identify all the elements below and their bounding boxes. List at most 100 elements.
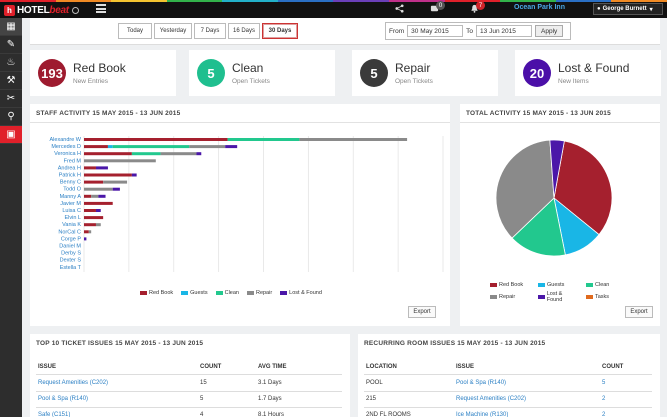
staff-name-label[interactable]: Elvin L <box>64 215 81 221</box>
staff-name-label[interactable]: Daniel M <box>59 244 81 250</box>
legend-item[interactable]: Repair <box>246 290 272 296</box>
bar-segment-red-book[interactable] <box>84 152 132 156</box>
bar-segment-clean[interactable] <box>112 145 190 149</box>
staff-name-label[interactable]: Benny C <box>60 180 81 186</box>
table-cell[interactable]: Pool & Spa (R140) <box>38 396 89 402</box>
bar-segment-repair[interactable] <box>84 159 156 163</box>
bar-segment-repair[interactable] <box>189 145 226 149</box>
staff-name-label[interactable]: Javier M <box>60 201 81 207</box>
staff-name-label[interactable]: NorCal C <box>58 229 81 235</box>
bar-segment-repair[interactable] <box>103 180 128 184</box>
bar-segment-red-book[interactable] <box>84 138 228 141</box>
range-yesterday-button[interactable]: Yesterday <box>154 23 192 39</box>
bar-segment-red-book[interactable] <box>84 194 92 198</box>
hotelbeat-logo[interactable]: h HOTELbeat <box>4 4 79 16</box>
hamburger-menu-icon[interactable] <box>96 4 106 13</box>
share-icon[interactable] <box>395 4 404 15</box>
table-cell[interactable]: Pool & Spa (R140) <box>456 380 507 386</box>
table-cell[interactable]: 5 <box>602 380 606 386</box>
bar-segment-clean[interactable] <box>131 152 161 156</box>
table-header[interactable]: ISSUE <box>38 364 57 370</box>
bar-segment-red-book[interactable] <box>84 173 132 177</box>
table-header[interactable]: COUNT <box>602 364 624 370</box>
range-30-days-button[interactable]: 30 Days <box>262 23 298 39</box>
staff-name-label[interactable]: Veronica H <box>54 151 81 157</box>
bar-segment-repair[interactable] <box>84 187 113 191</box>
stat-card-red-book[interactable]: 193 Red Book New Entries <box>30 50 176 96</box>
from-date-input[interactable]: 30 May 2015 <box>407 25 464 37</box>
hotel-selector[interactable]: Ocean Park Inn <box>514 4 565 11</box>
pie-slice-repair[interactable] <box>495 139 555 239</box>
bar-segment-lost-found[interactable] <box>112 187 120 191</box>
legend-item[interactable]: Clean <box>586 282 626 288</box>
bar-segment-clean[interactable] <box>227 138 300 141</box>
sidebar-logbook-icon[interactable]: ✎ <box>0 36 22 54</box>
legend-item[interactable]: Red Book <box>490 282 530 288</box>
sidebar-dashboard-icon[interactable]: ▦ <box>0 18 22 36</box>
bar-segment-repair[interactable] <box>91 194 99 198</box>
staff-name-label[interactable]: Andrea H <box>58 165 81 171</box>
staff-name-label[interactable]: Derby S <box>61 251 81 257</box>
bar-segment-red-book[interactable] <box>84 180 104 184</box>
bar-segment-red-book[interactable] <box>84 216 104 220</box>
staff-name-label[interactable]: Alexandre W <box>50 137 82 143</box>
table-cell[interactable]: 2 <box>602 412 606 417</box>
staff-name-label[interactable]: Vania K <box>62 222 81 228</box>
bar-segment-lost-found[interactable] <box>84 237 87 241</box>
bar-segment-red-book[interactable] <box>84 166 96 170</box>
staff-name-label[interactable]: Estella T <box>60 265 82 271</box>
table-header[interactable]: ISSUE <box>456 364 475 370</box>
bar-segment-lost-found[interactable] <box>98 194 106 198</box>
stat-card-clean[interactable]: 5 Clean Open Tickets <box>189 50 335 96</box>
table-header[interactable]: COUNT <box>200 364 222 370</box>
pie-slice-clean[interactable] <box>511 197 566 257</box>
bar-segment-repair[interactable] <box>299 138 408 141</box>
bar-segment-repair[interactable] <box>88 230 92 234</box>
staff-name-label[interactable]: Patrick H <box>59 173 81 179</box>
bar-segment-red-book[interactable] <box>84 209 96 212</box>
sidebar-reports-icon[interactable]: ▣ <box>0 126 22 144</box>
legend-item[interactable]: Guests <box>538 282 578 288</box>
bar-segment-lost-found[interactable] <box>225 145 238 149</box>
staff-name-label[interactable]: Luisa C <box>62 208 81 214</box>
user-menu-button[interactable]: ● George Burnett ▾ <box>593 3 663 15</box>
pie-slice-red-book[interactable] <box>553 140 613 236</box>
range-today-button[interactable]: Today <box>118 23 152 39</box>
staff-name-label[interactable]: Dexter S <box>60 258 82 264</box>
apply-button[interactable]: Apply <box>535 25 564 37</box>
range-7-days-button[interactable]: 7 Days <box>194 23 226 39</box>
total-export-button[interactable]: Export <box>625 306 653 318</box>
bar-segment-red-book[interactable] <box>84 230 89 234</box>
staff-name-label[interactable]: Mercedes D <box>51 144 81 150</box>
legend-item[interactable]: Lost & Found <box>538 291 578 303</box>
to-date-input[interactable]: 13 Jun 2015 <box>476 25 533 37</box>
staff-name-label[interactable]: Todd O <box>63 187 81 193</box>
bar-segment-guests[interactable] <box>107 145 113 149</box>
messages-icon[interactable]: 0 <box>430 1 445 15</box>
legend-item[interactable]: Red Book <box>140 290 173 296</box>
table-header[interactable]: LOCATION <box>366 364 397 370</box>
table-header[interactable]: AVG TIME <box>258 364 287 370</box>
table-cell[interactable]: 2 <box>602 396 606 402</box>
legend-item[interactable]: Clean <box>215 290 239 296</box>
range-16-days-button[interactable]: 16 Days <box>228 23 260 39</box>
bar-segment-repair[interactable] <box>160 152 197 156</box>
table-cell[interactable]: Request Amenities (C202) <box>38 380 109 386</box>
legend-item[interactable]: Guests <box>181 290 208 296</box>
bar-segment-lost-found[interactable] <box>95 209 101 212</box>
legend-item[interactable]: Repair <box>490 294 530 300</box>
table-cell[interactable]: Request Amenities (C202) <box>456 396 527 402</box>
stat-card-repair[interactable]: 5 Repair Open Tickets <box>352 50 498 96</box>
pie-slice-lost-found[interactable] <box>549 139 565 199</box>
staff-name-label[interactable]: Manny A <box>60 194 82 200</box>
sidebar-lost-found-icon[interactable]: ⚲ <box>0 108 22 126</box>
bar-segment-repair[interactable] <box>95 223 101 227</box>
bar-segment-lost-found[interactable] <box>95 166 108 170</box>
bar-segment-red-book[interactable] <box>84 145 108 149</box>
legend-item[interactable]: Tasks <box>586 294 626 300</box>
table-cell[interactable]: Safe (C151) <box>38 412 71 417</box>
staff-name-label[interactable]: Corge P <box>61 236 82 242</box>
staff-export-button[interactable]: Export <box>408 306 436 318</box>
bar-segment-lost-found[interactable] <box>196 152 202 156</box>
bar-segment-red-book[interactable] <box>84 223 96 227</box>
